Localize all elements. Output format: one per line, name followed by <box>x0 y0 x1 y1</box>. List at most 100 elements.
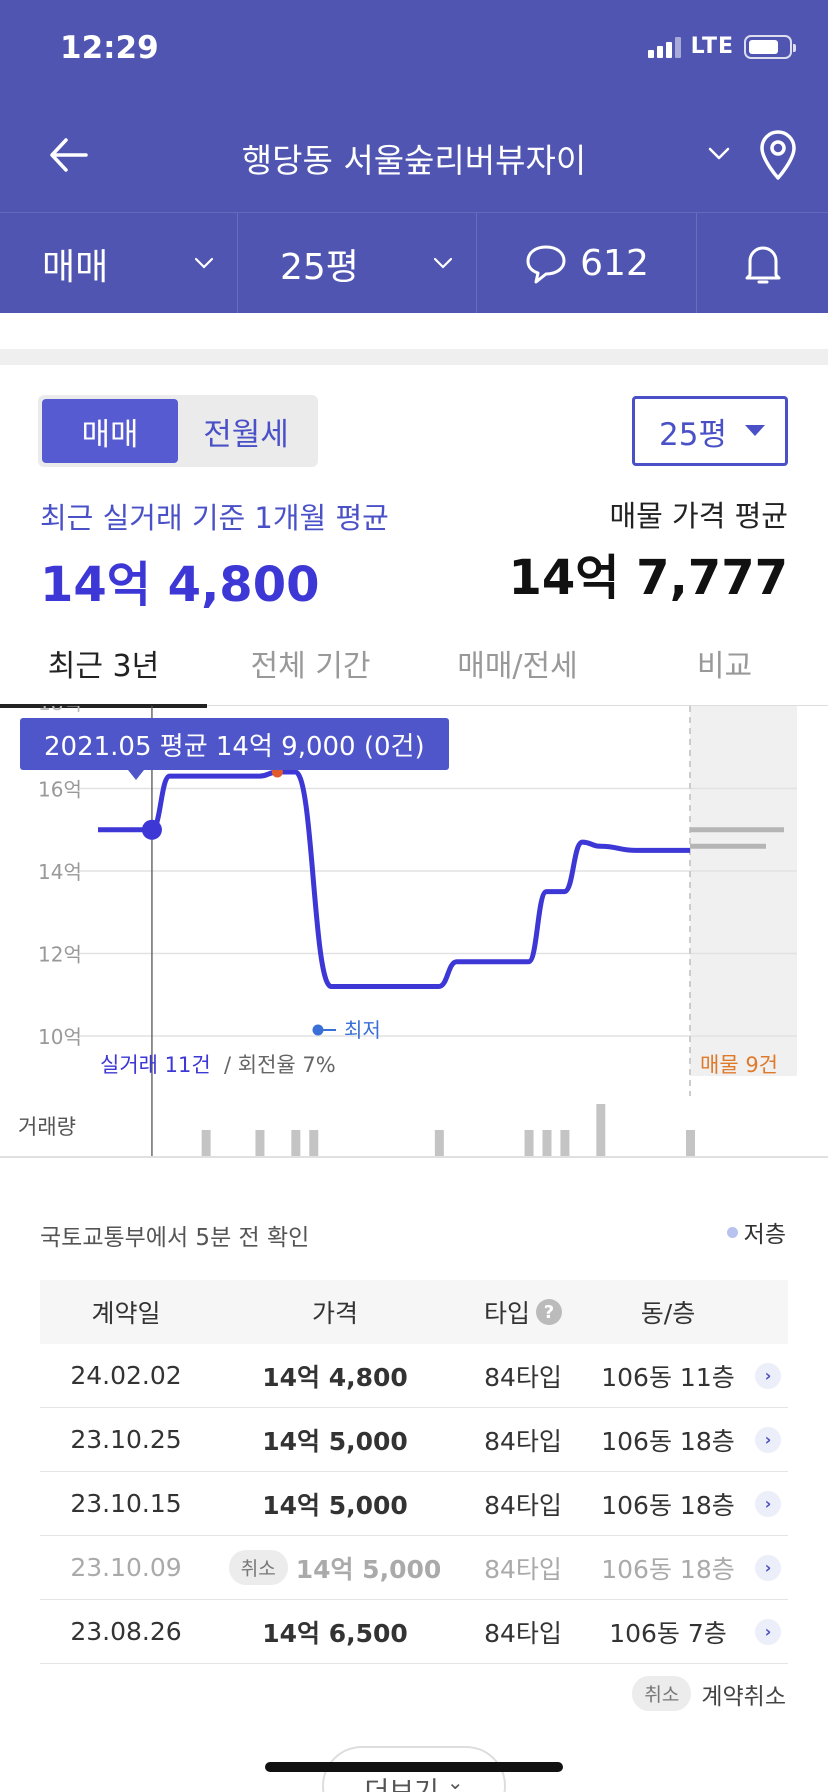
chart-tooltip-tail <box>128 770 144 780</box>
table-row-cancelled[interactable]: 23.10.09 취소 14억 5,000 84타입 106동 18층 › <box>40 1536 788 1600</box>
row-type: 84타입 <box>484 1362 562 1392</box>
row-type: 84타입 <box>484 1618 562 1648</box>
row-dong: 106동 18층 <box>601 1554 735 1584</box>
toggle-lease[interactable]: 전월세 <box>203 416 289 453</box>
volume-bar <box>309 1130 319 1156</box>
row-price: 14억 5,000 <box>262 1490 408 1520</box>
data-source-note: 국토교통부에서 5분 전 확인 <box>40 1225 310 1251</box>
row-price: 14억 4,800 <box>262 1362 408 1392</box>
page-title[interactable]: 행당동 서울숲리버뷰자이 <box>241 141 587 180</box>
row-date: 23.10.25 <box>70 1425 182 1454</box>
row-date: 23.08.26 <box>70 1617 182 1646</box>
volume-bar <box>255 1130 265 1156</box>
volume-bar <box>524 1130 534 1156</box>
low-label: 최저 <box>344 1018 381 1042</box>
table-header: 계약일 가격 타입 ? 동/층 <box>40 1280 788 1344</box>
section-divider <box>0 349 828 365</box>
row-price: 14억 5,000 <box>295 1554 442 1584</box>
comment-count: 612 <box>580 243 649 284</box>
listing-average-label: 매물 가격 평균 <box>609 499 788 533</box>
y-tick-label: 14억 <box>38 860 82 884</box>
x-tick-label: 2023.01 <box>433 1173 516 1176</box>
volume-label: 거래량 <box>18 1115 76 1139</box>
row-date: 24.02.02 <box>70 1361 182 1390</box>
toggle-sale[interactable]: 매매 <box>42 399 178 463</box>
tab-sale-lease[interactable]: 매매/전세 <box>457 649 578 684</box>
table-row[interactable]: 23.10.25 14억 5,000 84타입 106동 18층 › <box>40 1408 788 1472</box>
comments-button[interactable]: 612 <box>477 213 697 314</box>
price-chart[interactable]: 16억14억12억10억18억최고최저실거래 11건/ 회전율 7%매물 9건거… <box>0 706 828 1176</box>
top-header: 12:29 LTE 행당동 서울숲리버뷰자이 매매 <box>0 0 828 314</box>
network-label: LTE <box>690 34 734 59</box>
chevron-down-icon[interactable] <box>706 140 732 166</box>
row-dong: 106동 11층 <box>601 1362 735 1392</box>
row-date: 23.10.09 <box>70 1553 182 1582</box>
header-type: 타입 ? <box>458 1294 588 1330</box>
listing-count: 매물 9건 <box>700 1053 778 1077</box>
chart-tooltip: 2021.05 평균 14억 9,000 (0건) <box>20 718 449 770</box>
volume-bar <box>596 1104 606 1156</box>
turnover-rate: / 회전율 7% <box>224 1053 336 1077</box>
listing-area <box>690 706 797 1076</box>
signal-icon <box>647 36 681 58</box>
row-price: 14억 5,000 <box>262 1426 408 1456</box>
listing-average-value: 14억 7,777 <box>508 550 789 606</box>
chevron-right-icon[interactable]: › <box>755 1426 781 1453</box>
recent-average-label: 최근 실거래 기준 1개월 평균 <box>40 501 389 535</box>
y-tick-label: 12억 <box>38 943 82 967</box>
row-type: 84타입 <box>484 1426 562 1456</box>
table-row[interactable]: 23.10.15 14억 5,000 84타입 106동 18층 › <box>40 1472 788 1536</box>
volume-bar <box>560 1130 570 1156</box>
chevron-right-icon[interactable]: › <box>755 1362 781 1389</box>
y-tick-label: 18억 <box>38 706 82 715</box>
legend-dot <box>726 1226 738 1238</box>
recent-average-value: 14억 4,800 <box>40 557 320 613</box>
volume-bar <box>434 1130 444 1156</box>
deal-type-filter[interactable]: 매매 <box>0 213 238 314</box>
cursor-point <box>141 819 162 840</box>
size-filter[interactable]: 25평 <box>238 213 477 314</box>
header-type-label: 타입 <box>483 1299 530 1328</box>
chevron-right-icon[interactable]: › <box>755 1554 781 1581</box>
tab-compare[interactable]: 비교 <box>696 649 753 684</box>
tab-recent-3y[interactable]: 최근 3년 <box>0 620 207 708</box>
chevron-right-icon[interactable]: › <box>755 1490 781 1517</box>
notification-button[interactable] <box>697 213 828 314</box>
cancel-badge: 취소 <box>228 1550 288 1585</box>
x-tick-label: 2022.01 <box>218 1173 301 1176</box>
row-type: 84타입 <box>484 1490 562 1520</box>
price-line <box>98 769 690 989</box>
tab-all-period[interactable]: 전체 기간 <box>250 649 371 684</box>
size-select-value: 25평 <box>659 416 727 453</box>
volume-bar <box>291 1130 301 1156</box>
header-dong: 동/층 <box>640 1299 696 1328</box>
volume-bar <box>542 1130 552 1156</box>
size-filter-label: 25평 <box>280 246 359 288</box>
arrow-left-icon[interactable] <box>44 130 94 180</box>
status-time: 12:29 <box>60 30 159 66</box>
more-button-label: 더보기 <box>364 1770 439 1792</box>
row-dong: 106동 18층 <box>601 1490 735 1520</box>
battery-icon <box>744 34 796 59</box>
period-tabs: 최근 3년 전체 기간 매매/전세 비교 <box>0 620 828 708</box>
map-pin-icon[interactable] <box>756 128 800 182</box>
table-row[interactable]: 24.02.02 14억 4,800 84타입 106동 11층 › <box>40 1344 788 1408</box>
header-date: 계약일 <box>91 1299 161 1328</box>
cancel-footnote-text: 계약취소 <box>701 1683 786 1710</box>
table-row[interactable]: 23.08.26 14억 6,500 84타입 106동 7층 › <box>40 1600 788 1664</box>
chevron-right-icon[interactable]: › <box>755 1618 781 1645</box>
size-select[interactable]: 25평 <box>632 396 788 466</box>
y-tick-label: 10억 <box>38 1025 82 1049</box>
caret-down-icon <box>745 425 765 436</box>
cancel-footnote: 취소 계약취소 <box>632 1676 786 1711</box>
row-dong: 106동 18층 <box>601 1426 735 1456</box>
help-icon[interactable]: ? <box>536 1299 562 1325</box>
legend-low-label: 저층 <box>743 1222 786 1248</box>
deal-toggle: 매매 전월세 <box>38 395 318 467</box>
header-price: 가격 <box>311 1299 358 1328</box>
volume-bar <box>686 1130 695 1156</box>
chevron-down-icon <box>194 257 214 269</box>
transactions-table: 계약일 가격 타입 ? 동/층 24.02.02 14억 4,800 84타입 … <box>40 1280 788 1664</box>
chevron-down-icon <box>433 257 453 269</box>
